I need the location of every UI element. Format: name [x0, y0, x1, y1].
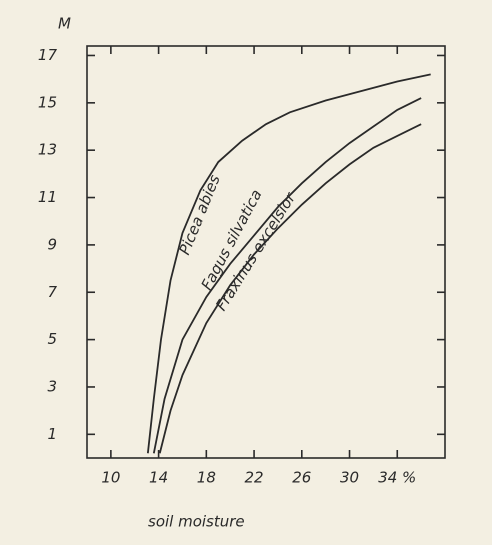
x-tick-label: 14 — [149, 469, 168, 487]
y-tick-label: 11 — [38, 188, 57, 206]
y-tick-label: 7 — [47, 283, 57, 301]
x-tick-label: 30 — [340, 469, 359, 487]
line — [146, 73, 431, 454]
y-axis-label: M — [58, 15, 71, 33]
line — [152, 97, 422, 454]
y-tick-label: 3 — [47, 377, 57, 395]
y-tick-label: 5 — [47, 330, 57, 348]
x-tick-label: 18 — [197, 469, 216, 487]
y-tick-label: 1 — [47, 425, 57, 443]
x-tick-label: 22 — [245, 469, 264, 487]
y-tick-label: 9 — [47, 235, 57, 253]
x-tick-label: 34 % — [378, 469, 416, 487]
line — [158, 123, 422, 454]
y-tick-label: 17 — [38, 46, 58, 64]
x-tick-label: 26 — [292, 469, 311, 487]
plot-frame — [86, 45, 446, 459]
y-tick-label: 15 — [38, 93, 57, 111]
y-tick-label: 13 — [38, 141, 57, 159]
x-tick-label: 10 — [101, 469, 120, 487]
x-axis-label: soil moisture — [148, 513, 245, 531]
